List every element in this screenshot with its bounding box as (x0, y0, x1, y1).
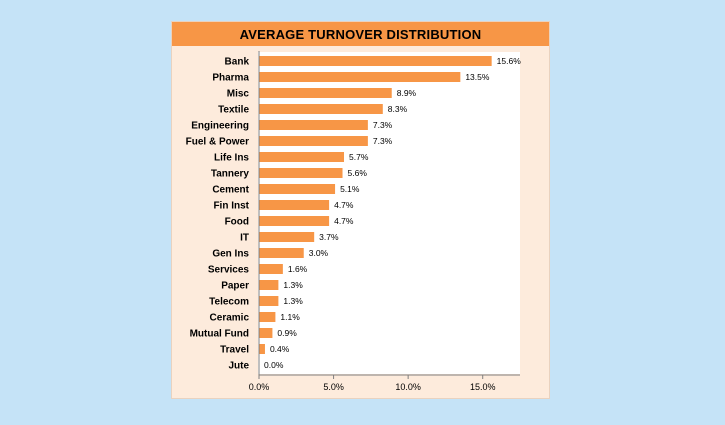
category-label: Paper (221, 281, 249, 292)
category-label: Food (225, 217, 249, 228)
bar (259, 136, 368, 146)
category-label: Ceramic (210, 313, 250, 324)
bar (259, 104, 383, 114)
category-label: Cement (212, 185, 249, 196)
category-label: Travel (220, 345, 249, 356)
bar (259, 312, 276, 322)
x-tick-label: 10.0% (395, 382, 421, 392)
data-label: 3.0% (309, 248, 329, 258)
chart-title: AVERAGE TURNOVER DISTRIBUTION (172, 22, 549, 46)
category-label: Bank (225, 57, 250, 68)
bar (259, 280, 279, 290)
data-label: 8.3% (388, 104, 408, 114)
x-tick-label: 15.0% (470, 382, 496, 392)
data-label: 1.6% (288, 264, 308, 274)
data-label: 0.9% (277, 328, 297, 338)
category-label: Fuel & Power (186, 137, 249, 148)
category-label: Misc (227, 89, 250, 100)
data-label: 7.3% (373, 120, 393, 130)
bar (259, 216, 330, 226)
category-label: Life Ins (214, 153, 249, 164)
bar (259, 296, 279, 306)
bar (259, 72, 461, 82)
bar (259, 56, 492, 66)
bar (259, 120, 368, 130)
bar (259, 168, 343, 178)
category-label: Pharma (212, 73, 249, 84)
axes-group: 0.0% 5.0% 10.0% 15.0% (249, 51, 520, 392)
data-label: 7.3% (373, 136, 393, 146)
data-label: 1.3% (283, 296, 303, 306)
category-label: Gen Ins (212, 249, 249, 260)
data-label: 13.5% (465, 72, 490, 82)
category-label: Mutual Fund (190, 329, 249, 340)
bar (259, 200, 330, 210)
x-tick-label: 0.0% (249, 382, 270, 392)
data-label: 3.7% (319, 232, 339, 242)
category-label: Jute (228, 361, 249, 372)
data-label: 0.0% (264, 360, 284, 370)
category-label: IT (240, 233, 249, 244)
bar (259, 344, 265, 354)
bar (259, 88, 392, 98)
data-label: 4.7% (334, 216, 354, 226)
data-label: 15.6% (497, 56, 522, 66)
category-label: Services (208, 265, 250, 276)
category-label: Textile (218, 105, 249, 116)
bar (259, 328, 273, 338)
category-label: Telecom (209, 297, 249, 308)
x-tick-label: 5.0% (323, 382, 344, 392)
data-label: 0.4% (270, 344, 290, 354)
data-label: 5.1% (340, 184, 360, 194)
category-label: Fin Inst (213, 201, 249, 212)
bar (259, 232, 315, 242)
bar (259, 184, 336, 194)
category-label: Tannery (211, 169, 250, 180)
bar (259, 248, 304, 258)
data-label: 5.7% (349, 152, 369, 162)
data-label: 1.1% (280, 312, 300, 322)
data-label: 4.7% (334, 200, 354, 210)
bar (259, 152, 345, 162)
data-label: 5.6% (348, 168, 368, 178)
category-label: Engineering (191, 121, 249, 132)
bar (259, 264, 283, 274)
bars-group: Bank 15.6% Pharma 13.5% Misc 8.9% Textile 8.3% E… (186, 56, 522, 372)
data-label: 1.3% (283, 280, 303, 290)
data-label: 8.9% (397, 88, 417, 98)
